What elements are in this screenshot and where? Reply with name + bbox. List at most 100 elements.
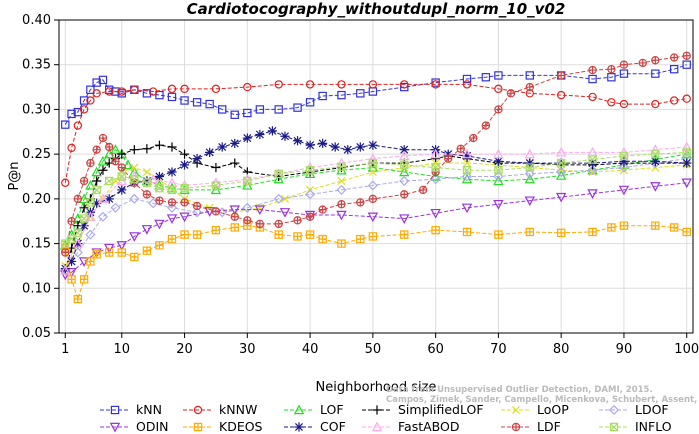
data-point-ldf	[111, 157, 120, 166]
legend-item-knn: kNN	[100, 402, 162, 417]
x-axis-label: Neighborhood size	[316, 380, 437, 395]
data-point-cof	[60, 264, 70, 274]
data-point-simplifiedlof	[230, 158, 240, 168]
data-point-kdeos	[142, 246, 152, 255]
data-point-knnw	[337, 80, 346, 89]
data-point-ldf	[356, 198, 365, 207]
data-point-fastabod	[97, 193, 109, 204]
data-point-ldf	[481, 121, 491, 130]
data-point-kdeos	[318, 234, 327, 244]
data-point-kdeos	[400, 230, 409, 239]
data-point-knn	[356, 89, 365, 98]
legend-label: COF	[320, 419, 346, 434]
data-point-knn	[318, 91, 327, 101]
data-point-simplifiedlof	[167, 142, 177, 152]
data-point-inflo	[525, 163, 534, 172]
data-point-lof	[399, 166, 410, 177]
data-point-odin	[179, 212, 190, 223]
data-point-kdeos	[117, 248, 126, 257]
data-point-cof	[368, 140, 378, 150]
data-point-knn	[588, 74, 597, 84]
series-line-odin	[65, 182, 687, 276]
series-kdeos	[61, 221, 691, 304]
y-tick-label: 0.25	[22, 147, 51, 162]
y-axis-label: P@n	[7, 161, 22, 190]
data-point-kdeos	[167, 234, 177, 244]
watermark-line-1: Data from Unsupervised Outlier Detection…	[386, 385, 653, 395]
data-point-ldf	[418, 185, 428, 195]
x-tick-label: 40	[302, 342, 319, 357]
data-point-knnw	[105, 87, 114, 96]
data-point-ldf	[525, 82, 534, 92]
x-tick-label: 30	[239, 342, 256, 357]
data-point-loop	[130, 163, 139, 172]
data-point-knn	[337, 90, 346, 100]
data-point-lof	[273, 173, 284, 184]
data-point-knn	[274, 105, 283, 114]
legend-swatch-marker	[372, 405, 382, 415]
data-point-knnw	[73, 121, 83, 130]
x-tick-label: 20	[176, 342, 193, 357]
data-point-knn	[92, 78, 101, 87]
data-point-kdeos	[105, 248, 114, 257]
data-point-ldf	[274, 219, 283, 229]
data-point-odin	[279, 208, 291, 218]
data-point-ldf	[619, 60, 629, 69]
data-point-knnw	[211, 84, 221, 94]
data-point-cof	[104, 194, 114, 204]
data-point-lof	[618, 159, 630, 170]
data-point-ldf	[588, 65, 597, 75]
x-tick-label: 100	[674, 342, 699, 357]
legend-label: LoOP	[537, 402, 569, 417]
data-point-ldf	[167, 198, 177, 207]
data-point-inflo	[682, 148, 691, 157]
series-knnw	[61, 80, 691, 187]
series-line-ldof	[64, 158, 687, 271]
data-point-odin	[399, 214, 410, 224]
data-point-cof	[205, 147, 215, 157]
data-point-ldf	[105, 142, 114, 152]
data-point-ldf	[230, 212, 239, 221]
data-point-inflo	[130, 174, 139, 184]
data-point-knn	[192, 98, 202, 107]
legend-swatch-marker	[371, 421, 383, 432]
y-tick-label: 0.05	[22, 326, 51, 341]
series-line-simplifiedlof	[64, 144, 687, 271]
data-point-ldof	[367, 180, 378, 191]
data-point-odin	[681, 178, 692, 189]
data-point-cof	[280, 131, 290, 141]
y-tick-label: 0.30	[22, 102, 51, 117]
data-point-ldf	[318, 205, 327, 214]
data-point-kdeos	[293, 232, 302, 241]
data-point-cof	[66, 256, 77, 267]
data-point-knn	[481, 73, 491, 82]
data-point-kdeos	[607, 223, 616, 232]
data-point-odin	[229, 205, 240, 216]
data-point-ldf	[443, 154, 453, 163]
data-point-fastabod	[210, 177, 222, 187]
legend-label: INFLO	[635, 419, 672, 434]
data-point-inflo	[142, 178, 152, 187]
data-point-knn	[167, 92, 177, 102]
data-point-ldf	[607, 64, 616, 74]
data-point-ldf	[192, 201, 202, 211]
data-point-knn	[255, 105, 265, 114]
data-point-odin	[141, 225, 153, 235]
data-point-kdeos	[305, 230, 315, 239]
data-point-odin	[116, 241, 127, 251]
data-point-cof	[242, 133, 252, 143]
data-point-odin	[304, 210, 316, 221]
data-point-kdeos	[368, 232, 378, 241]
data-point-kdeos	[356, 234, 365, 244]
data-point-knnw	[67, 143, 76, 153]
data-point-inflo	[180, 183, 189, 193]
data-point-kdeos	[494, 230, 503, 239]
data-point-ldof	[587, 165, 598, 176]
data-point-ldof	[430, 174, 441, 185]
legend-label: ODIN	[136, 419, 169, 434]
data-point-fastabod	[555, 146, 567, 157]
data-point-lof	[430, 171, 441, 181]
data-point-ldf	[638, 58, 647, 68]
legend-swatch-marker	[193, 405, 203, 415]
data-point-inflo	[400, 160, 409, 170]
